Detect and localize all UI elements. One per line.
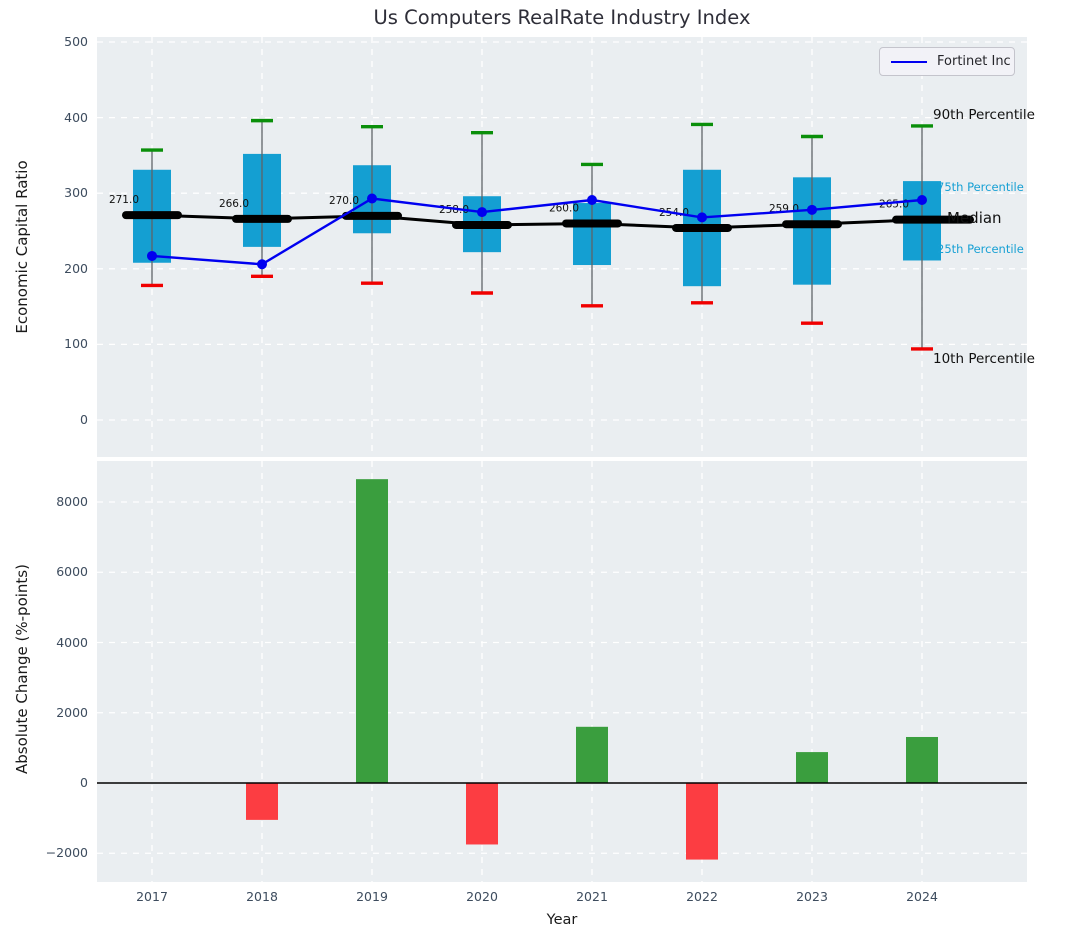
fortinet-point-2022	[697, 212, 707, 223]
fortinet-point-2021	[587, 195, 597, 206]
top-y-tick-400: 400	[64, 109, 88, 125]
fortinet-point-2020	[477, 207, 487, 218]
legend-label: Fortinet Inc	[937, 54, 1011, 69]
fortinet-point-2019	[367, 193, 377, 204]
median-value-label: 266.0	[219, 198, 249, 210]
bottom-y-tick-6000: 6000	[56, 564, 88, 580]
annotation-25th-percentile: 25th Percentile	[937, 242, 1024, 256]
bar-2022	[686, 783, 718, 860]
fortinet-point-2018	[257, 259, 267, 270]
top-y-tick-500: 500	[64, 34, 88, 49]
bar-2024	[906, 736, 938, 783]
annotation-90th-percentile: 90th Percentile	[933, 107, 1035, 123]
bar-canvas	[97, 461, 1027, 882]
legend-line-icon	[891, 60, 927, 63]
fortinet-point-2017	[147, 250, 157, 261]
x-tick-2022: 2022	[686, 889, 718, 904]
annotation-median: Median	[947, 209, 1002, 227]
top-axes-boxplot: 271.0 266.0 270.0 258.0 260.0 254.0 259.0 265.0	[97, 37, 1027, 457]
median-value-label: 270.0	[329, 195, 359, 207]
bar-2021	[576, 726, 608, 783]
annotation-75th-percentile: 75th Percentile	[937, 180, 1024, 194]
top-y-tick-100: 100	[64, 336, 88, 352]
bar-2020	[466, 783, 498, 845]
median-value-label: 260.0	[549, 202, 579, 214]
bar-2023	[796, 752, 828, 783]
bottom-y-tick-2000: 2000	[56, 704, 88, 720]
median-value-label: 271.0	[109, 194, 139, 206]
x-tick-2020: 2020	[466, 889, 498, 904]
x-tick-2024: 2024	[906, 889, 938, 904]
bottom-y-axis-label: Absolute Change (%-points)	[13, 564, 31, 774]
bottom-y-tick-4000: 4000	[56, 634, 88, 650]
bar-2019	[356, 479, 388, 783]
fortinet-line	[151, 197, 923, 266]
bar-2018	[246, 783, 278, 820]
bottom-y-tick--2000: −2000	[45, 845, 88, 861]
fortinet-point-2024	[917, 195, 927, 206]
bottom-axes-bars	[97, 461, 1027, 882]
x-tick-2023: 2023	[796, 889, 828, 904]
x-tick-2017: 2017	[136, 889, 168, 904]
x-tick-2021: 2021	[576, 889, 608, 904]
chart-title: Us Computers RealRate Industry Index	[373, 6, 751, 29]
legend: Fortinet Inc	[879, 47, 1015, 76]
top-y-tick-300: 300	[64, 185, 88, 201]
top-y-tick-200: 200	[64, 260, 88, 276]
fortinet-point-2023	[807, 204, 817, 215]
bottom-y-tick-8000: 8000	[56, 494, 88, 509]
top-y-tick-0: 0	[80, 412, 88, 427]
x-tick-2018: 2018	[246, 889, 278, 904]
x-tick-2019: 2019	[356, 889, 388, 904]
annotation-10th-percentile: 10th Percentile	[933, 351, 1035, 367]
bottom-y-tick-0: 0	[80, 775, 88, 790]
x-axis-label: Year	[546, 912, 578, 928]
